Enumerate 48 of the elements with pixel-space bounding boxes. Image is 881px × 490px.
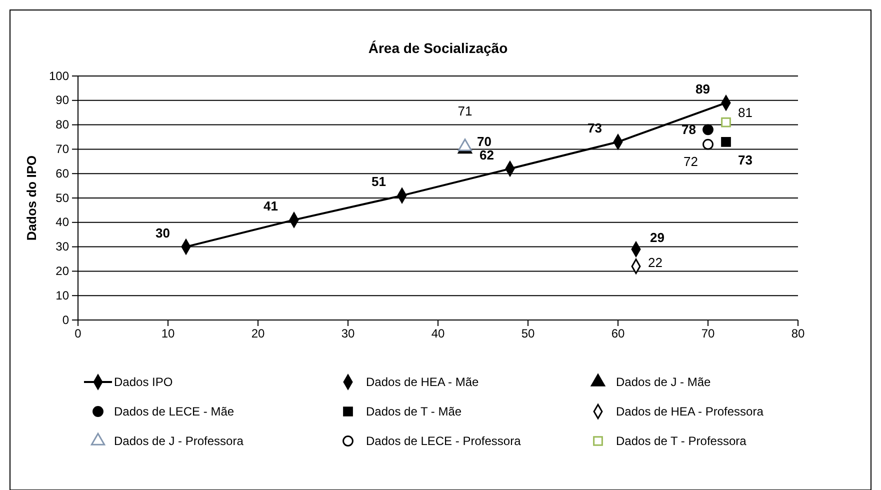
data-label: 78 xyxy=(682,122,696,138)
y-tick-label: 20 xyxy=(56,264,70,278)
x-tick-label: 40 xyxy=(431,326,445,341)
x-tick-label: 10 xyxy=(161,326,175,341)
legend-label: Dados de HEA - Professora xyxy=(616,404,764,419)
point xyxy=(702,124,714,136)
legend-label: Dados de J - Professora xyxy=(114,434,244,448)
data-label: 81 xyxy=(738,104,752,120)
legend-label: Dados de T - Professora xyxy=(616,434,747,448)
data-label: 70 xyxy=(477,134,492,149)
legend-label: Dados IPO xyxy=(114,375,173,390)
data-label: 71 xyxy=(458,103,472,118)
point xyxy=(721,136,731,147)
x-tick-label: 50 xyxy=(521,326,535,341)
x-tick-label: 60 xyxy=(611,326,625,341)
y-tick-label: 40 xyxy=(56,215,70,230)
data-label: 30 xyxy=(156,225,170,240)
legend-label: Dados de J - Mãe xyxy=(616,375,712,390)
x-tick-label: 70 xyxy=(701,326,715,341)
chart-title: Área de Socialização xyxy=(368,40,508,56)
y-tick-label: 90 xyxy=(56,93,70,108)
y-tick-label: 0 xyxy=(62,312,70,327)
data-label: 72 xyxy=(684,154,698,169)
legend-label: Dados de LECE - Professora xyxy=(366,434,522,448)
y-tick-label: 70 xyxy=(56,142,70,156)
y-tick-label: 50 xyxy=(56,190,70,205)
data-label: 62 xyxy=(480,147,494,162)
y-tick-label: 30 xyxy=(56,240,70,254)
data-label: 41 xyxy=(264,198,278,214)
y-tick-label: 60 xyxy=(56,166,70,180)
legend-label: Dados de T - Mãe xyxy=(366,404,462,419)
x-tick-label: 30 xyxy=(341,326,355,341)
data-label: 22 xyxy=(648,254,662,270)
data-label: 51 xyxy=(372,174,386,190)
point xyxy=(702,138,714,150)
legend-label: Dados de HEA - Mãe xyxy=(366,375,480,390)
point xyxy=(721,117,731,128)
x-tick-label: 20 xyxy=(251,326,265,341)
data-label: 89 xyxy=(696,81,710,96)
y-tick-label: 100 xyxy=(48,68,70,83)
data-label: 73 xyxy=(738,152,752,168)
y-tick-label: 80 xyxy=(56,118,70,132)
x-tick-label: 0 xyxy=(74,326,82,341)
y-tick-label: 10 xyxy=(56,288,70,302)
x-tick-label: 80 xyxy=(791,326,805,341)
data-label: 29 xyxy=(650,230,664,245)
legend-label: Dados de LECE - Mãe xyxy=(114,404,234,419)
y-axis-title: Dados do IPO xyxy=(24,155,39,241)
